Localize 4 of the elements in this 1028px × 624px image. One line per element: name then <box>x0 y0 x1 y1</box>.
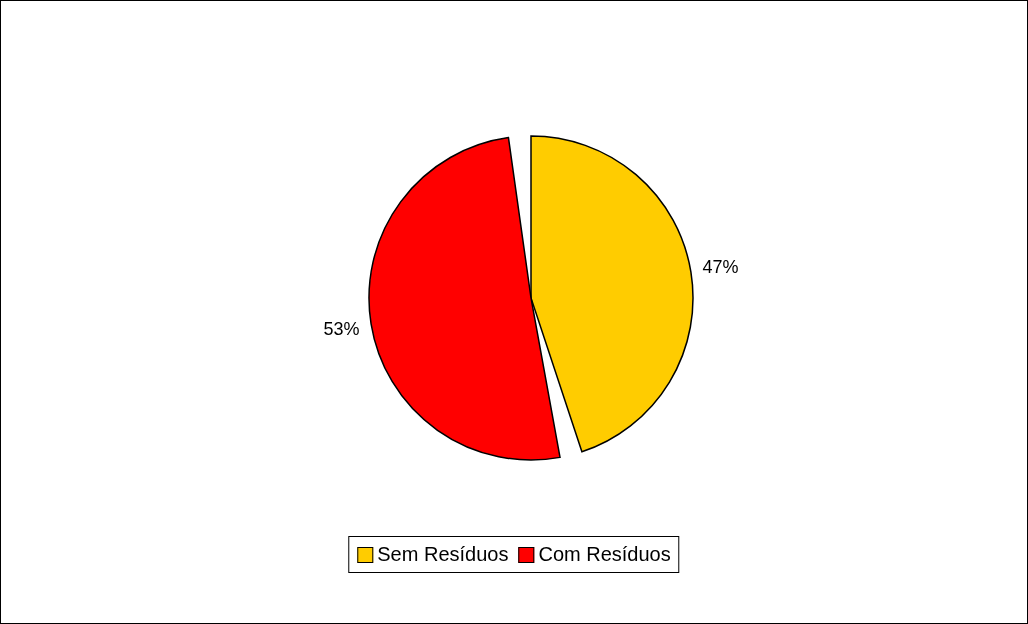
data-label: 47% <box>702 257 739 278</box>
legend-label: Sem Resíduos <box>376 543 509 566</box>
data-label: 53% <box>323 318 360 339</box>
legend-label: Com Resíduos <box>537 543 671 566</box>
